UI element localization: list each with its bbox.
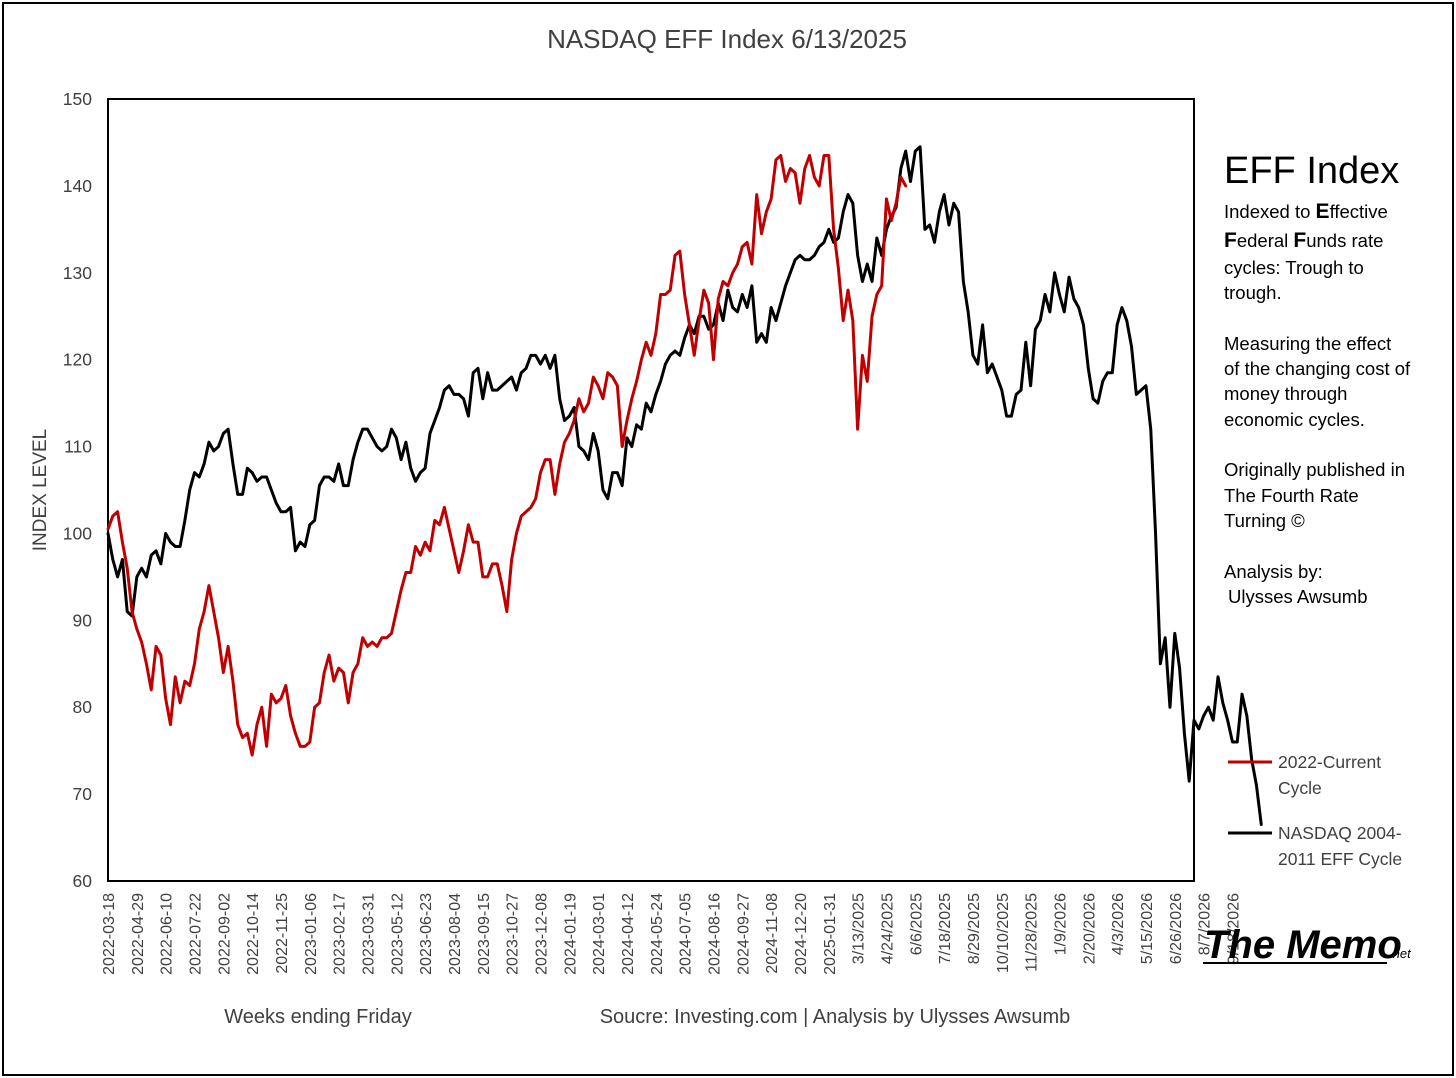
source-note: Soucre: Investing.com | Analysis by Ulys… [600, 1006, 1071, 1028]
x-tick-label: 2023-02-17 [332, 893, 349, 975]
x-tick-label: 11/28/2025 [1024, 893, 1041, 972]
y-tick-label: 150 [63, 89, 92, 109]
x-tick-label: 2024-11-08 [764, 893, 781, 974]
panel-para1-line3: cycles: Trough to [1224, 257, 1364, 278]
panel-para3-line3: Turning © [1224, 510, 1305, 531]
x-tick-label: 2022-10-14 [245, 893, 262, 975]
panel-para2-line4: economic cycles. [1224, 409, 1365, 430]
panel-para2-line2: of the changing cost of [1224, 358, 1411, 379]
x-tick-label: 2022-07-22 [187, 893, 204, 975]
x-tick-label: 2024-12-20 [793, 893, 810, 975]
panel-heading: EFF Index [1224, 150, 1399, 192]
x-tick-label: 8/29/2025 [966, 893, 983, 964]
panel-para3-line2: The Fourth Rate [1224, 485, 1359, 506]
x-tick-label: 2023-08-04 [447, 893, 464, 975]
y-tick-label: 80 [73, 697, 93, 717]
x-tick-label: 2023-12-08 [533, 893, 550, 975]
x-tick-label: 2022-09-02 [216, 893, 233, 975]
x-tick-label: 3/13/2025 [851, 893, 868, 964]
x-tick-label: 8/7/2026 [1197, 893, 1214, 955]
panel-para4-line1: Analysis by: [1224, 561, 1323, 582]
legend-label-current-line2: Cycle [1278, 778, 1322, 798]
y-tick-label: 110 [64, 437, 92, 457]
x-tick-label: 2024-04-12 [620, 893, 637, 975]
panel-para1-line2: Federal Funds rate [1224, 229, 1383, 252]
x-tick-label: 2024-09-27 [735, 893, 752, 975]
x-tick-label: 2022-11-25 [274, 893, 291, 974]
x-tick-label: 6/6/2025 [908, 893, 925, 955]
x-tick-label: 2024-03-01 [591, 893, 608, 975]
panel-para4-line2: Ulysses Awsumb [1228, 586, 1367, 607]
y-tick-label: 90 [73, 610, 93, 630]
y-tick-label: 70 [73, 784, 93, 804]
y-tick-label: 100 [63, 523, 92, 543]
plot-area [107, 98, 1195, 882]
x-tick-label: 2024-08-16 [706, 893, 723, 975]
legend-label-current-line1: 2022-Current [1278, 752, 1381, 772]
x-tick-label: 4/24/2025 [879, 893, 896, 964]
x-tick-label: 5/15/2026 [1139, 893, 1156, 964]
y-tick-label: 130 [63, 263, 92, 283]
x-tick-label: 6/26/2026 [1168, 893, 1185, 964]
x-axis-label: Weeks ending Friday [224, 1006, 412, 1028]
x-tick-label: 2022-04-29 [130, 893, 147, 975]
x-tick-label: 10/10/2025 [995, 893, 1012, 973]
y-axis: 60 70 80 90 100 110 120 130 140 150 [63, 89, 92, 891]
series-layer [106, 145, 1263, 827]
x-tick-label: 2023-06-23 [418, 893, 435, 975]
y-tick-label: 60 [73, 871, 93, 891]
brand-suffix: .net [1389, 946, 1412, 961]
x-axis: 2022-03-18 2022-04-29 2022-06-10 2022-07-22… [101, 893, 1242, 975]
chart-title: NASDAQ EFF Index 6/13/2025 [547, 24, 907, 54]
panel-para1-line4: trough. [1224, 282, 1282, 303]
y-tick-label: 140 [63, 176, 92, 196]
x-tick-label: 2023-10-27 [505, 893, 522, 975]
x-tick-label: 2022-03-18 [101, 893, 118, 975]
brand-logo: The Memo [1204, 923, 1402, 967]
panel-para3-line1: Originally published in [1224, 459, 1405, 480]
x-tick-label: 2024-01-19 [562, 893, 579, 975]
y-axis-label: INDEX LEVEL [30, 429, 51, 552]
panel-para2-line3: money through [1224, 383, 1347, 404]
x-tick-label: 2023-09-15 [476, 893, 493, 975]
panel-para2-line1: Measuring the effect [1224, 333, 1391, 354]
x-tick-label: 2023-01-06 [303, 893, 320, 975]
x-tick-label: 9/18/2026 [1225, 893, 1242, 964]
x-tick-label: 2025-01-31 [822, 893, 839, 975]
series-line-nasdaq-2004-2011 [106, 145, 1263, 827]
x-tick-label: 2023-05-12 [389, 893, 406, 975]
legend-label-historic-line1: NASDAQ 2004- [1278, 823, 1402, 843]
x-tick-label: 4/3/2026 [1110, 893, 1127, 955]
x-tick-label: 2024-07-05 [678, 893, 695, 975]
x-tick-label: 2024-05-24 [649, 893, 666, 975]
x-tick-label: 2023-03-31 [360, 893, 377, 975]
x-tick-label: 2022-06-10 [159, 893, 176, 975]
x-tick-label: 7/18/2025 [937, 893, 954, 964]
y-tick-label: 120 [63, 350, 92, 370]
x-tick-label: 1/9/2026 [1052, 893, 1069, 955]
x-tick-label: 2/20/2026 [1081, 893, 1098, 964]
legend-label-historic-line2: 2011 EFF Cycle [1278, 849, 1402, 869]
panel-para1-line1: Indexed to Effective [1224, 200, 1388, 223]
series-line-2022-current [106, 153, 908, 757]
